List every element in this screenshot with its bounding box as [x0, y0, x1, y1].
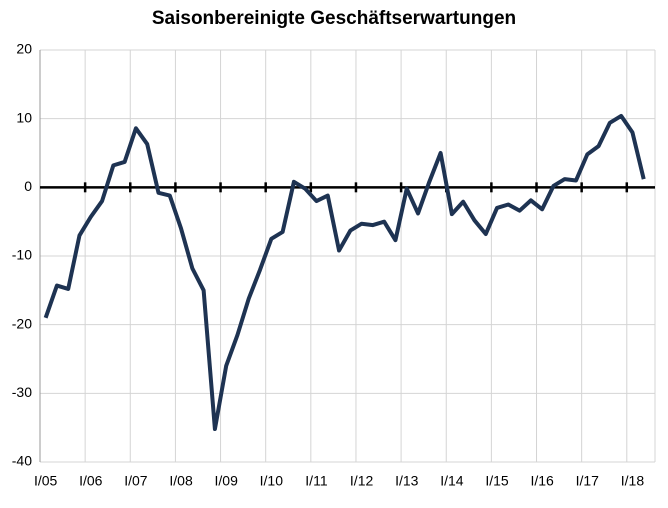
- x-tick-label: I/05: [34, 473, 58, 489]
- x-tick-label: I/13: [395, 473, 419, 489]
- chart-title: Saisonbereinigte Geschäftserwartungen: [152, 8, 516, 29]
- y-tick-label: -40: [12, 453, 32, 469]
- x-tick-label: I/08: [169, 473, 193, 489]
- y-tick-label: 0: [24, 178, 32, 194]
- x-tick-label: I/14: [440, 473, 464, 489]
- x-tick-label: I/15: [485, 473, 509, 489]
- x-tick-label: I/12: [350, 473, 374, 489]
- x-tick-label: I/11: [305, 473, 328, 489]
- x-tick-label: I/10: [260, 473, 284, 489]
- y-tick-label: -30: [12, 384, 32, 400]
- x-tick-label: I/09: [215, 473, 239, 489]
- x-tick-label: I/16: [530, 473, 554, 489]
- x-tick-label: I/07: [124, 473, 148, 489]
- x-tick-label: I/18: [621, 473, 645, 489]
- y-tick-label: -10: [12, 247, 32, 263]
- line-series: [43, 113, 646, 432]
- x-tick-label: I/17: [576, 473, 600, 489]
- y-tick-label: 10: [16, 109, 32, 125]
- y-tick-label: 20: [16, 41, 32, 57]
- y-tick-label: -20: [12, 315, 32, 331]
- x-tick-label: I/06: [79, 473, 103, 489]
